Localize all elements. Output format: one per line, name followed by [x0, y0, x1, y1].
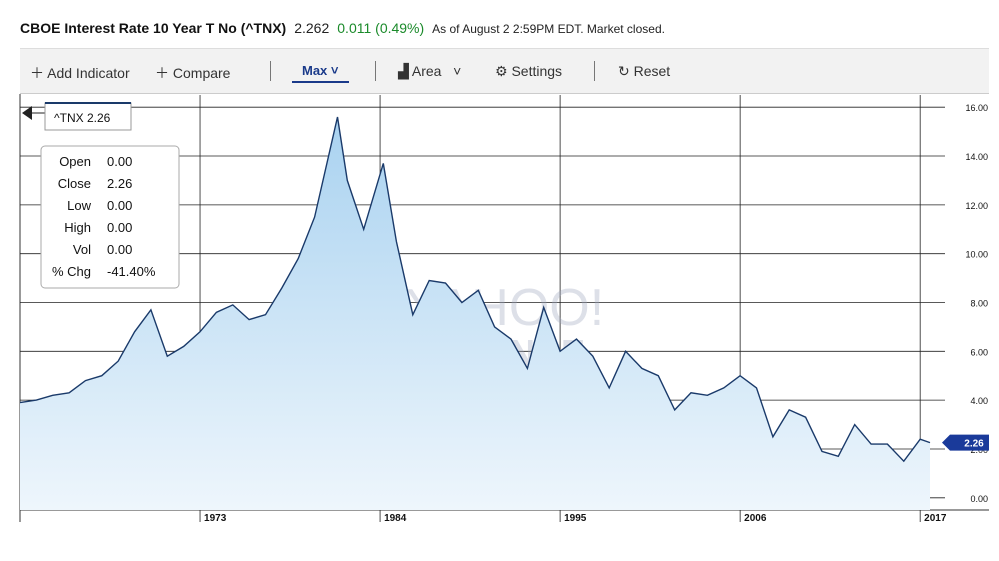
current-price-tag — [942, 434, 989, 451]
x-tick-label: 1973 — [204, 513, 227, 524]
tooltip-value: 0.00 — [107, 198, 132, 213]
reset-button[interactable]: ↻ Reset — [618, 63, 671, 79]
quote-title: CBOE Interest Rate 10 Year T No (^TNX) — [20, 20, 287, 36]
flag-box — [44, 102, 132, 131]
x-tick-label: 2006 — [744, 513, 767, 524]
x-tick-label: 2017 — [924, 513, 947, 524]
tooltip-key: High — [64, 220, 91, 235]
quote-price: 2.262 — [294, 20, 330, 36]
flag-arrow — [22, 106, 32, 120]
area-fill — [20, 117, 930, 510]
y-tick-label: 0.00 — [970, 494, 988, 504]
y-tick-label: 8.00 — [970, 299, 988, 309]
tooltip-key: Close — [58, 176, 91, 191]
quote-header: CBOE Interest Rate 10 Year T No (^TNX) 2.… — [20, 20, 665, 36]
quote-time: As of August 2 2:59PM EDT. Market closed… — [432, 22, 665, 36]
tooltip-value: -41.40% — [107, 264, 156, 279]
y-tick-label: 16.00 — [965, 103, 988, 113]
tooltip-value: 2.26 — [107, 176, 132, 191]
tooltip-value: 0.00 — [107, 154, 132, 169]
x-tick-label: 1984 — [384, 513, 407, 524]
reset-label[interactable]: Reset — [633, 63, 671, 79]
chart-type-button[interactable]: ▟ Area ˅ — [398, 63, 462, 79]
compare-button[interactable]: ＋ Compare — [155, 65, 231, 81]
tooltip-key: % Chg — [52, 264, 91, 279]
quote-change: 0.011 (0.49%) — [337, 20, 425, 36]
add-indicator-label[interactable]: Add Indicator — [47, 65, 130, 81]
y-tick-label: 12.00 — [965, 201, 988, 211]
y-tick-label: 4.00 — [970, 396, 988, 406]
tooltip-value: 0.00 — [107, 220, 132, 235]
settings-label[interactable]: Settings — [511, 63, 563, 79]
range-label[interactable]: Max — [302, 63, 328, 78]
separator — [375, 61, 376, 81]
current-price-label: 2.26 — [964, 439, 984, 450]
compare-label[interactable]: Compare — [172, 65, 231, 81]
settings-button[interactable]: ⚙ Settings — [495, 63, 563, 79]
range-button[interactable]: Max ˅ — [292, 63, 349, 83]
add-indicator-button[interactable]: ＋ Add Indicator — [30, 65, 130, 81]
tooltip-key: Open — [59, 154, 91, 169]
flag-label: ^TNX 2.26 — [54, 111, 111, 125]
tooltip-key: Low — [67, 198, 91, 213]
price-line — [19, 116, 931, 463]
separator — [594, 61, 595, 81]
tooltip-value: 0.00 — [107, 242, 132, 257]
tooltip-key: Vol — [73, 242, 91, 257]
separator — [270, 61, 271, 81]
x-tick-label: 1995 — [564, 513, 587, 524]
tooltip-box — [40, 145, 180, 289]
chart-type-label[interactable]: Area — [411, 63, 442, 79]
y-tick-label: 6.00 — [970, 347, 988, 357]
toolbar: ＋ Add Indicator ＋ Compare Max ˅ ▟ Area ˅… — [20, 48, 989, 94]
y-tick-label: 10.00 — [965, 250, 988, 260]
y-tick-label: 14.00 — [965, 152, 988, 162]
